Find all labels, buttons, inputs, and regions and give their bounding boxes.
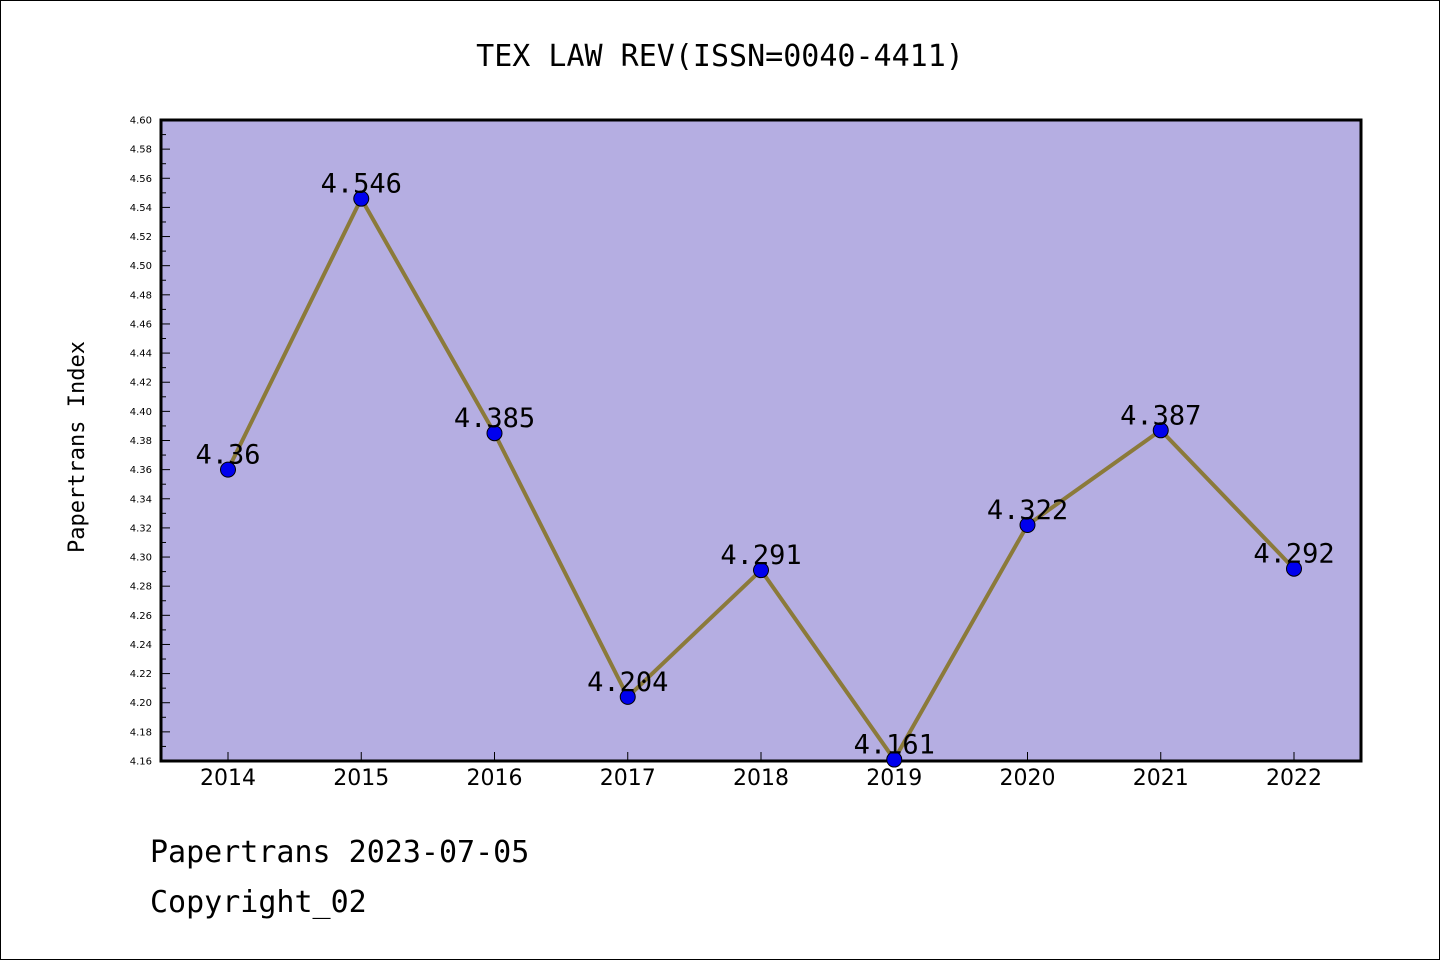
y-tick-label: 4.28 — [130, 582, 152, 593]
footer-copyright: Copyright_02 — [150, 885, 367, 920]
data-label: 4.546 — [321, 169, 402, 200]
plot-area — [159, 118, 1363, 763]
y-tick-label: 4.56 — [130, 174, 152, 185]
data-label: 4.387 — [1120, 400, 1201, 431]
y-axis: 4.16 4.18 4.20 4.22 4.24 4.26 4.28 4.30 4.32 4.34… — [130, 116, 170, 768]
x-tick-label: 2020 — [1000, 766, 1056, 791]
data-label: 4.292 — [1253, 539, 1334, 570]
data-label: 4.322 — [987, 495, 1068, 526]
chart-title: TEX LAW REV(ISSN=0040-4411) — [476, 39, 964, 74]
y-tick-label: 4.42 — [130, 378, 152, 389]
series-group: 4.36 4.546 4.385 4.204 4.291 4.161 4.322 4.387 4… — [195, 169, 1335, 768]
x-tick-label: 2018 — [733, 766, 789, 791]
y-tick-label: 4.54 — [130, 203, 152, 214]
data-point — [486, 425, 503, 442]
y-tick-label: 4.58 — [130, 145, 152, 156]
data-label: 4.161 — [854, 730, 935, 761]
y-tick-label: 4.50 — [130, 261, 152, 272]
data-point — [886, 751, 903, 768]
x-tick-label: 2022 — [1266, 766, 1322, 791]
y-tick-label: 4.40 — [130, 407, 152, 418]
data-point — [753, 562, 769, 579]
y-tick-label: 4.30 — [130, 553, 152, 564]
y-tick-label: 4.20 — [130, 698, 152, 709]
data-label: 4.385 — [454, 403, 535, 434]
x-tick-label: 2016 — [467, 766, 523, 791]
y-tick-label: 4.36 — [130, 465, 152, 476]
y-tick-label: 4.38 — [130, 436, 152, 447]
data-label: 4.204 — [587, 667, 668, 698]
y-tick-label: 4.44 — [130, 349, 152, 360]
data-point — [353, 190, 370, 207]
y-tick-label: 4.32 — [130, 523, 152, 534]
y-tick-label: 4.48 — [130, 290, 152, 301]
y-tick-label: 4.52 — [130, 232, 152, 243]
data-point — [1019, 516, 1036, 533]
y-tick-label: 4.16 — [130, 757, 152, 768]
x-tick-label: 2021 — [1133, 766, 1189, 791]
x-axis: 2014 2015 2016 2017 2018 2019 2020 2021 2022 — [200, 752, 1322, 791]
y-tick-label: 4.24 — [130, 640, 152, 651]
x-tick-label: 2019 — [866, 766, 922, 791]
x-tick-label: 2014 — [200, 766, 256, 791]
y-tick-label: 4.26 — [130, 611, 152, 622]
y-tick-label: 4.18 — [130, 727, 152, 738]
y-tick-label: 4.22 — [130, 669, 152, 680]
data-label: 4.36 — [195, 440, 260, 471]
footer-date: Papertrans 2023-07-05 — [150, 835, 530, 870]
data-label: 4.291 — [720, 540, 801, 571]
x-tick-label: 2017 — [600, 766, 656, 791]
y-tick-label: 4.46 — [130, 319, 152, 330]
y-axis-label: Papertrans Index — [65, 341, 90, 553]
y-tick-label: 4.60 — [130, 116, 152, 127]
data-point — [619, 688, 636, 705]
data-point — [1286, 560, 1302, 577]
data-point — [220, 461, 236, 478]
x-tick-label: 2015 — [333, 766, 389, 791]
data-point — [1152, 422, 1169, 439]
y-tick-label: 4.34 — [130, 494, 152, 505]
